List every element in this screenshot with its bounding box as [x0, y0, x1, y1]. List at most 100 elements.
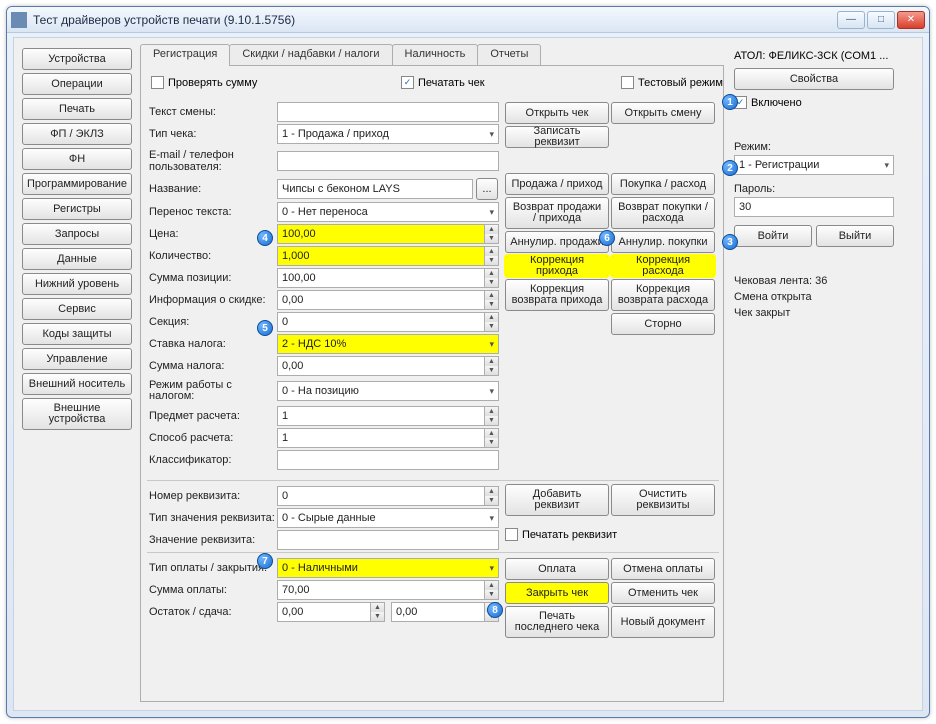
corr-ret-in-button[interactable]: Коррекция возврата прихода [505, 279, 609, 311]
sidebar-item-registers[interactable]: Регистры [22, 198, 132, 220]
shift-text-input[interactable] [277, 102, 499, 122]
maximize-button[interactable]: □ [867, 11, 895, 29]
write-req-button[interactable]: Записать реквизит [505, 126, 609, 148]
price-input[interactable]: 100,00▲▼ [277, 224, 499, 244]
sumpos-input[interactable]: 100,00▲▼ [277, 268, 499, 288]
app-icon [11, 12, 27, 28]
remainder2-input[interactable]: 0,00▲▼ [391, 602, 499, 622]
minimize-button[interactable]: — [837, 11, 865, 29]
tab-registration[interactable]: Регистрация [140, 44, 230, 66]
cancel-pay-button[interactable]: Отмена оплаты [611, 558, 715, 580]
sidebar-item-operations[interactable]: Операции [22, 73, 132, 95]
reqnum-input[interactable]: 0▲▼ [277, 486, 499, 506]
email-input[interactable] [277, 151, 499, 171]
new-doc-button[interactable]: Новый документ [611, 606, 715, 638]
sidebar-item-fp[interactable]: ФП / ЭКЛЗ [22, 123, 132, 145]
check-sum-checkbox[interactable] [151, 76, 164, 89]
add-req-button[interactable]: Добавить реквизит [505, 484, 609, 516]
sidebar-item-requests[interactable]: Запросы [22, 223, 132, 245]
print-req-checkbox[interactable] [505, 528, 518, 541]
pay-button[interactable]: Оплата [505, 558, 609, 580]
corr-ret-out-button[interactable]: Коррекция возврата расхода [611, 279, 715, 311]
close-button[interactable]: ✕ [897, 11, 925, 29]
sidebar-item-service[interactable]: Сервис [22, 298, 132, 320]
print-req-row: Печатать реквизит [505, 528, 717, 541]
taxsum-input[interactable]: 0,00▲▼ [277, 356, 499, 376]
qty-input[interactable]: 1,000▲▼ [277, 246, 499, 266]
ret-buy-button[interactable]: Возврат покупки / расхода [611, 197, 715, 229]
print-last-button[interactable]: Печать последнего чека [505, 606, 609, 638]
name-browse-button[interactable]: ... [476, 178, 498, 200]
tab-reports[interactable]: Отчеты [477, 44, 541, 66]
check-sum-label: Проверять сумму [168, 77, 257, 89]
corr-out-button[interactable]: Коррекция расхода [611, 255, 715, 277]
clear-req-button[interactable]: Очистить реквизиты [611, 484, 715, 516]
print-check-checkbox[interactable]: ✓ [401, 76, 414, 89]
login-button[interactable]: Войти [734, 225, 812, 247]
hint-7-icon: 7 [257, 553, 273, 569]
hint-6-icon: 6 [599, 230, 615, 246]
titlebar: Тест драйверов устройств печати (9.10.1.… [7, 7, 929, 33]
sidebar-item-codes[interactable]: Коды защиты [22, 323, 132, 345]
logout-button[interactable]: Выйти [816, 225, 894, 247]
subject-input[interactable]: 1▲▼ [277, 406, 499, 426]
ret-sale-button[interactable]: Возврат продажи / прихода [505, 197, 609, 229]
remainder1-input[interactable]: 0,00▲▼ [277, 602, 385, 622]
reqtype-select[interactable]: 0 - Сырые данные [277, 508, 499, 528]
btngroup-ops: Продажа / приход Покупка / расход Возвра… [505, 173, 717, 335]
props-button[interactable]: Свойства [734, 68, 894, 90]
enabled-row: ✓ Включено [734, 96, 914, 109]
wrap-select[interactable]: 0 - Нет переноса [277, 202, 499, 222]
status1-label: Чековая лента: 36 [734, 273, 914, 289]
corr-in-button[interactable]: Коррекция прихода [505, 255, 609, 277]
section-input[interactable]: 0▲▼ [277, 312, 499, 332]
classifier-input[interactable] [277, 450, 499, 470]
tab-discounts[interactable]: Скидки / надбавки / налоги [229, 44, 392, 66]
sidebar-item-ext[interactable]: Внешний носитель [22, 373, 132, 395]
main-panel: Проверять сумму ✓ Печатать чек Тестовый … [140, 65, 724, 702]
paysum-input[interactable]: 70,00▲▼ [277, 580, 499, 600]
lbl-checktype: Тип чека: [147, 128, 277, 140]
sidebar-item-devices[interactable]: Устройства [22, 48, 132, 70]
sale-button[interactable]: Продажа / приход [505, 173, 609, 195]
sidebar-item-print[interactable]: Печать [22, 98, 132, 120]
sidebar-item-control[interactable]: Управление [22, 348, 132, 370]
sidebar-item-prog[interactable]: Программирование [22, 173, 132, 195]
status2-label: Смена открыта [734, 289, 914, 305]
sidebar-item-low[interactable]: Нижний уровень [22, 273, 132, 295]
lbl-reqtype: Тип значения реквизита: [147, 512, 277, 524]
check-sum-row: Проверять сумму [151, 76, 257, 89]
payment-form: Тип оплаты / закрытия:0 - Наличными Сумм… [147, 558, 515, 624]
test-mode-checkbox[interactable] [621, 76, 634, 89]
paytype-select[interactable]: 0 - Наличными [277, 558, 499, 578]
reqval-input[interactable] [277, 530, 499, 550]
storno-button[interactable]: Сторно [611, 313, 715, 335]
buy-button[interactable]: Покупка / расход [611, 173, 715, 195]
lbl-shifttext: Текст смены: [147, 106, 277, 118]
tab-cash[interactable]: Наличность [392, 44, 479, 66]
annul-sale-button[interactable]: Аннулир. продажи [505, 231, 609, 253]
sidebar-item-data[interactable]: Данные [22, 248, 132, 270]
open-shift-button[interactable]: Открыть смену [611, 102, 715, 124]
sidebar-item-extdev[interactable]: Внешние устройства [22, 398, 132, 430]
method-input[interactable]: 1▲▼ [277, 428, 499, 448]
mode-select[interactable]: 1 - Регистрации [734, 155, 894, 175]
separator-2 [147, 552, 719, 553]
close-check-button[interactable]: Закрыть чек [505, 582, 609, 604]
sidebar: Устройства Операции Печать ФП / ЭКЛЗ ФН … [22, 48, 132, 430]
lbl-remainder: Остаток / сдача: [147, 606, 277, 618]
status3-label: Чек закрыт [734, 305, 914, 321]
test-mode-label: Тестовый режим [638, 77, 723, 89]
pass-input[interactable]: 30 [734, 197, 894, 217]
taxmode-select[interactable]: 0 - На позицию [277, 381, 499, 401]
cancel-check-button[interactable]: Отменить чек [611, 582, 715, 604]
open-check-button[interactable]: Открыть чек [505, 102, 609, 124]
discount-input[interactable]: 0,00▲▼ [277, 290, 499, 310]
checktype-select[interactable]: 1 - Продажа / приход [277, 124, 499, 144]
name-input[interactable]: Чипсы с беконом LAYS [277, 179, 473, 199]
annul-buy-button[interactable]: Аннулир. покупки [611, 231, 715, 253]
sidebar-item-fn[interactable]: ФН [22, 148, 132, 170]
lbl-wrap: Перенос текста: [147, 206, 277, 218]
lbl-name: Название: [147, 183, 277, 195]
tax-select[interactable]: 2 - НДС 10% [277, 334, 499, 354]
